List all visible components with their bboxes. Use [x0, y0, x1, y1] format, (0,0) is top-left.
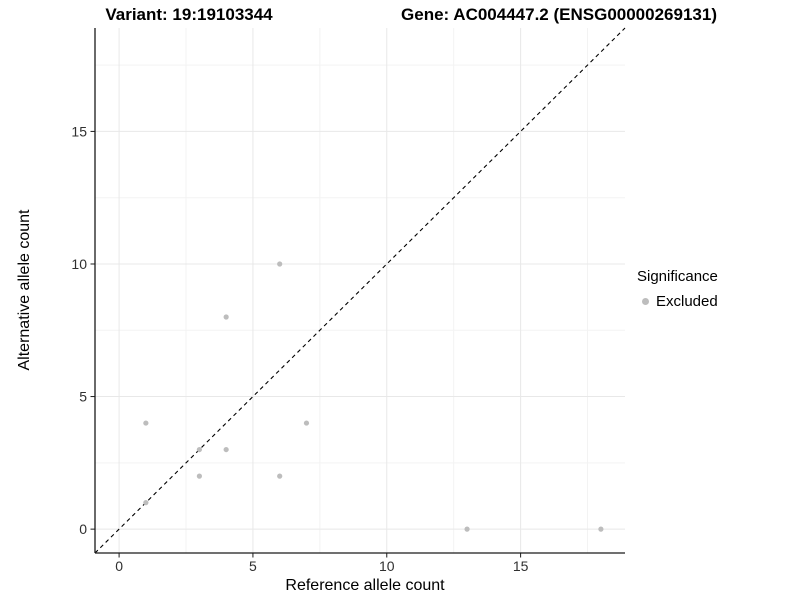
x-axis-title: Reference allele count — [285, 577, 445, 594]
y-tick-label: 15 — [71, 123, 87, 139]
data-point — [277, 261, 283, 267]
legend: Significance Excluded — [637, 268, 718, 310]
identity-reference-line — [94, 27, 626, 554]
data-point — [598, 526, 604, 532]
x-tick-label: 15 — [513, 558, 529, 574]
data-point — [464, 526, 470, 532]
legend-key-dot-icon — [642, 298, 649, 305]
y-axis-title: Alternative allele count — [16, 209, 33, 371]
x-tick-label: 10 — [379, 558, 395, 574]
data-point — [143, 500, 149, 506]
legend-item-excluded: Excluded — [637, 293, 718, 310]
data-point — [223, 446, 229, 453]
legend-item-label: Excluded — [656, 293, 718, 310]
plot-title-variant: Variant: 19:19103344 — [105, 5, 273, 24]
data-point — [196, 446, 202, 453]
data-point — [143, 420, 149, 426]
plot-title-gene: Gene: AC004447.2 (ENSG00000269131) — [401, 5, 717, 24]
data-point — [196, 473, 202, 479]
data-point — [277, 473, 283, 479]
y-tick-label: 5 — [79, 389, 87, 405]
x-tick-label: 5 — [249, 558, 257, 574]
y-tick-label: 10 — [71, 256, 87, 272]
y-tick-label: 0 — [79, 521, 87, 537]
x-tick-label: 0 — [115, 558, 123, 574]
data-point — [223, 314, 229, 320]
legend-title: Significance — [637, 268, 718, 285]
data-point — [303, 420, 310, 426]
